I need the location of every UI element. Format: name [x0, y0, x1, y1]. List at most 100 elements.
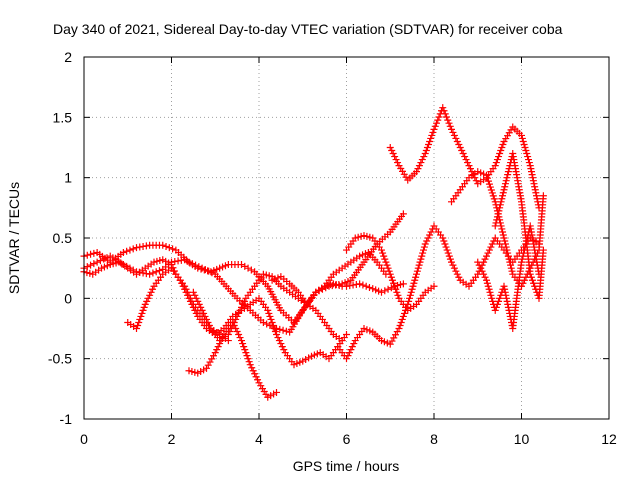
- data-point: [346, 282, 354, 290]
- data-point: [395, 325, 403, 332]
- data-point: [452, 267, 460, 275]
- data-point: [485, 180, 493, 188]
- data-point: [245, 358, 253, 366]
- data-point: [413, 270, 420, 278]
- data-point: [182, 288, 190, 296]
- data-point: [503, 294, 510, 302]
- data-point: [406, 294, 413, 302]
- data-point: [500, 234, 508, 242]
- data-point: [487, 291, 495, 299]
- data-point: [495, 153, 503, 161]
- data-point: [407, 288, 415, 296]
- data-point: [498, 195, 506, 203]
- data-point: [189, 288, 197, 296]
- data-point: [239, 300, 247, 308]
- data-point: [420, 243, 428, 251]
- data-point: [343, 331, 350, 339]
- data-point: [483, 174, 491, 182]
- data-point: [230, 318, 238, 326]
- data-point: [528, 171, 536, 179]
- data-point: [93, 258, 101, 266]
- data-point: [350, 340, 358, 348]
- x-tick-label: 4: [255, 431, 263, 447]
- data-point: [384, 264, 392, 272]
- data-point: [533, 195, 541, 203]
- data-point: [248, 364, 256, 372]
- data-point: [452, 134, 460, 142]
- data-point: [226, 328, 234, 336]
- data-point: [425, 140, 433, 148]
- data-point: [244, 355, 252, 363]
- data-point: [502, 177, 510, 185]
- data-point: [178, 279, 186, 287]
- data-point: [344, 352, 352, 360]
- data-point: [439, 104, 447, 112]
- data-point: [481, 255, 489, 263]
- data-point: [149, 269, 157, 277]
- data-point: [352, 280, 360, 288]
- data-point: [343, 355, 350, 363]
- data-point: [359, 281, 367, 289]
- data-point: [335, 280, 343, 288]
- data-point: [387, 273, 395, 281]
- data-point: [530, 180, 538, 188]
- data-point: [488, 240, 496, 248]
- y-tick-label: 2: [64, 49, 72, 65]
- data-point: [522, 147, 530, 155]
- data-point: [504, 168, 512, 176]
- data-point: [273, 331, 280, 339]
- data-point: [87, 261, 95, 269]
- data-point: [197, 303, 205, 311]
- data-point: [415, 261, 423, 269]
- series-arc-13: [491, 150, 547, 302]
- data-point: [411, 276, 419, 284]
- data-point: [497, 147, 505, 155]
- data-point: [159, 241, 167, 249]
- data-point: [501, 240, 509, 248]
- data-point: [529, 177, 537, 185]
- data-point: [267, 315, 275, 323]
- data-point: [496, 204, 504, 212]
- x-tick-label: 10: [514, 431, 530, 447]
- data-point: [455, 140, 463, 148]
- data-point: [423, 144, 431, 151]
- data-point: [388, 276, 396, 284]
- data-point: [194, 297, 202, 305]
- data-point: [263, 320, 271, 328]
- data-point: [492, 159, 500, 167]
- data-point: [505, 306, 513, 314]
- data-point: [466, 165, 474, 173]
- data-point: [155, 267, 163, 275]
- y-tick-label: -0.5: [48, 351, 72, 367]
- data-point: [393, 288, 401, 296]
- data-point: [503, 297, 511, 305]
- data-point: [493, 300, 501, 308]
- data-point: [486, 183, 494, 191]
- data-point: [501, 180, 509, 188]
- data-point: [390, 279, 398, 287]
- data-point: [495, 207, 503, 215]
- data-point: [269, 321, 277, 329]
- series-arc-2: [80, 210, 407, 336]
- data-point: [486, 288, 494, 296]
- data-point: [503, 246, 511, 254]
- data-point: [381, 255, 389, 263]
- data-point: [279, 326, 287, 334]
- data-point: [528, 168, 535, 176]
- data-point: [265, 309, 273, 317]
- data-point: [491, 222, 499, 230]
- data-point: [379, 249, 387, 257]
- data-point: [126, 246, 134, 254]
- data-point: [90, 249, 98, 257]
- data-point: [171, 258, 179, 266]
- data-point: [416, 258, 424, 266]
- data-point: [141, 300, 149, 308]
- data-point: [233, 312, 241, 320]
- data-point: [441, 110, 449, 118]
- data-point: [392, 331, 399, 339]
- data-point: [505, 255, 513, 263]
- data-point: [410, 279, 418, 287]
- data-point: [504, 249, 512, 257]
- data-point: [152, 268, 160, 276]
